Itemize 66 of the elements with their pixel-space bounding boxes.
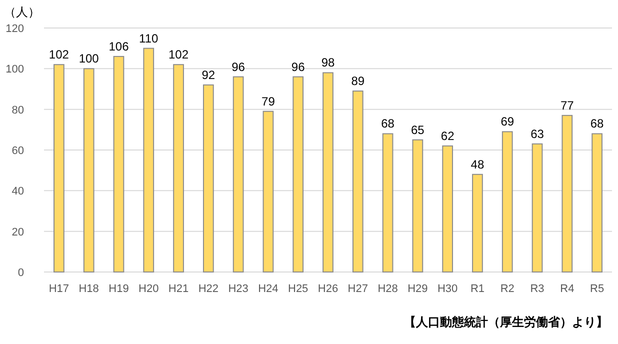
data-label: 62 [440, 128, 455, 143]
y-tick-label: 100 [6, 64, 24, 76]
data-label: 96 [291, 60, 306, 74]
bar [232, 76, 244, 272]
data-label: 102 [168, 48, 189, 62]
y-tick-label: 40 [12, 186, 24, 198]
bar [562, 114, 573, 272]
x-tick-label: H19 [108, 283, 129, 295]
bar [502, 131, 513, 272]
bar [173, 64, 184, 272]
bar [382, 133, 394, 272]
x-tick-label: H29 [408, 283, 428, 295]
x-tick-label: H20 [138, 283, 159, 295]
data-label: 68 [381, 116, 395, 131]
bar [54, 64, 64, 272]
data-label: 77 [560, 98, 574, 112]
y-tick-label: 0 [18, 267, 24, 279]
y-tick-label: 80 [12, 104, 24, 116]
x-tick-label: H30 [437, 283, 458, 295]
data-label: 68 [590, 116, 604, 131]
data-label: 110 [139, 31, 159, 46]
bar [322, 72, 334, 272]
data-label: 63 [530, 126, 544, 141]
x-tick-label: H26 [318, 283, 338, 295]
x-tick-label: H25 [288, 283, 308, 295]
x-tick-label: R3 [530, 283, 544, 295]
bar [532, 143, 543, 272]
x-tick-label: H24 [258, 283, 278, 295]
bar [262, 110, 274, 272]
bar [143, 48, 154, 272]
bar [472, 174, 483, 272]
data-label: 98 [321, 56, 335, 70]
x-tick-label: R1 [470, 283, 485, 295]
data-label: 92 [202, 68, 216, 82]
bar [113, 56, 124, 272]
y-tick-label: 20 [12, 226, 24, 238]
x-tick-label: H17 [48, 283, 70, 295]
x-tick-label: H18 [78, 283, 99, 295]
bar [592, 133, 602, 272]
bar [412, 139, 424, 272]
x-tick-label: R2 [500, 283, 514, 295]
x-tick-label: H22 [198, 283, 219, 295]
data-label: 48 [470, 157, 484, 172]
data-label: 106 [108, 39, 130, 54]
bar [292, 76, 304, 272]
bar [352, 90, 364, 272]
bar [202, 84, 214, 272]
y-tick-label: 60 [12, 145, 24, 157]
text: 【人口動態統計（厚生労働省）より】 [404, 315, 608, 329]
x-tick-label: H21 [168, 283, 189, 295]
x-tick-label: R5 [590, 283, 604, 295]
data-label: 79 [262, 94, 276, 108]
x-tick-label: R4 [560, 283, 574, 295]
bar [442, 145, 454, 272]
y-axis-title: （人） [4, 5, 40, 19]
x-tick-label: H27 [348, 283, 368, 295]
y-tick-label: 120 [6, 23, 24, 35]
bar [83, 68, 94, 272]
data-label: 96 [232, 60, 246, 74]
data-label: 89 [351, 74, 365, 88]
data-label: 102 [48, 48, 70, 62]
data-label: 65 [411, 122, 425, 137]
data-label: 69 [500, 114, 514, 129]
x-tick-label: H28 [378, 283, 398, 295]
x-tick-label: H23 [228, 283, 248, 295]
data-label: 100 [78, 52, 100, 66]
